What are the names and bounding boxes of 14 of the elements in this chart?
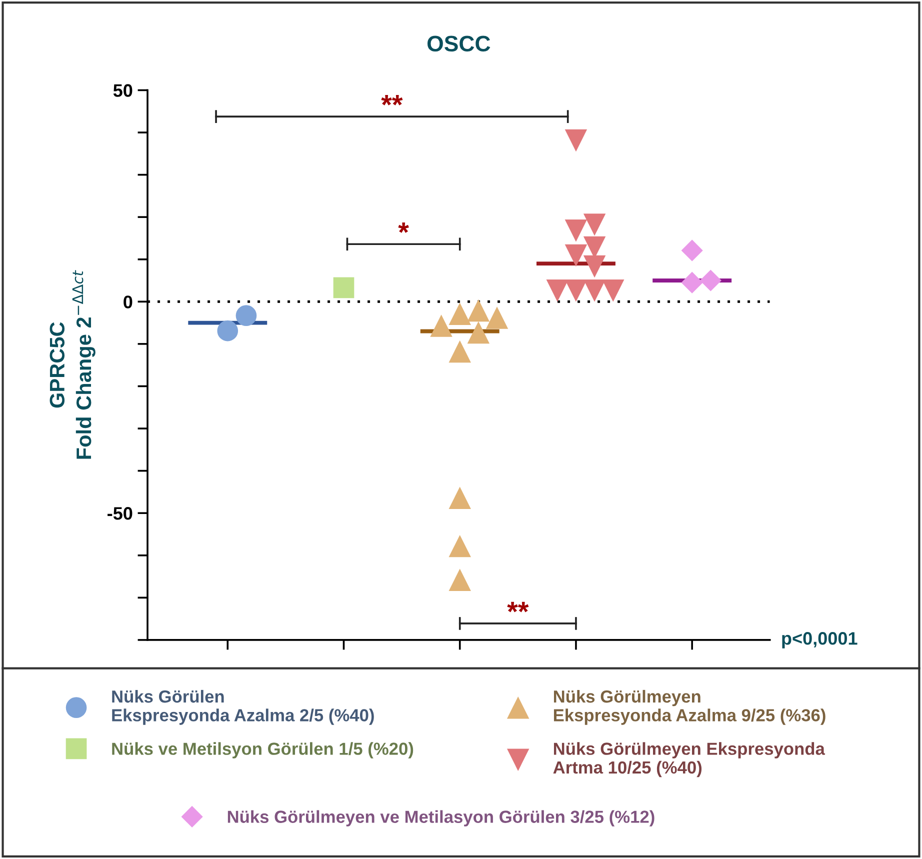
legend-label: Nüks Görülmeyen Ekspresyonda Azalma 9/25 (%36) xyxy=(554,690,826,725)
legend-label: Nüks Görülen Ekspresyonda Azalma 2/5 (%40) xyxy=(112,690,374,725)
annotation: * xyxy=(398,222,409,233)
y-tick-label: -50 xyxy=(108,507,132,520)
legend-label: Nüks Görülmeyen Ekspresyonda Artma 10/25 (%40) xyxy=(553,742,826,778)
y-tick-label: 50 xyxy=(113,84,132,97)
y-tick-label: 0 xyxy=(124,296,132,308)
chart-title: OSCC xyxy=(428,36,490,52)
annotation: ** xyxy=(507,602,529,612)
text: p<0,0001 xyxy=(782,632,858,648)
y-axis-title: GPRC5C Fold Change 2$^{−ΔΔct}$ xyxy=(50,270,96,459)
annotation: ** xyxy=(381,95,403,106)
legend-label: Nüks ve Metilsyon Görülen 1/5 (%20) xyxy=(112,742,414,758)
legend-label: Nüks Görülmeyen ve Metilasyon Görülen 3/25 (%12) xyxy=(228,810,654,826)
